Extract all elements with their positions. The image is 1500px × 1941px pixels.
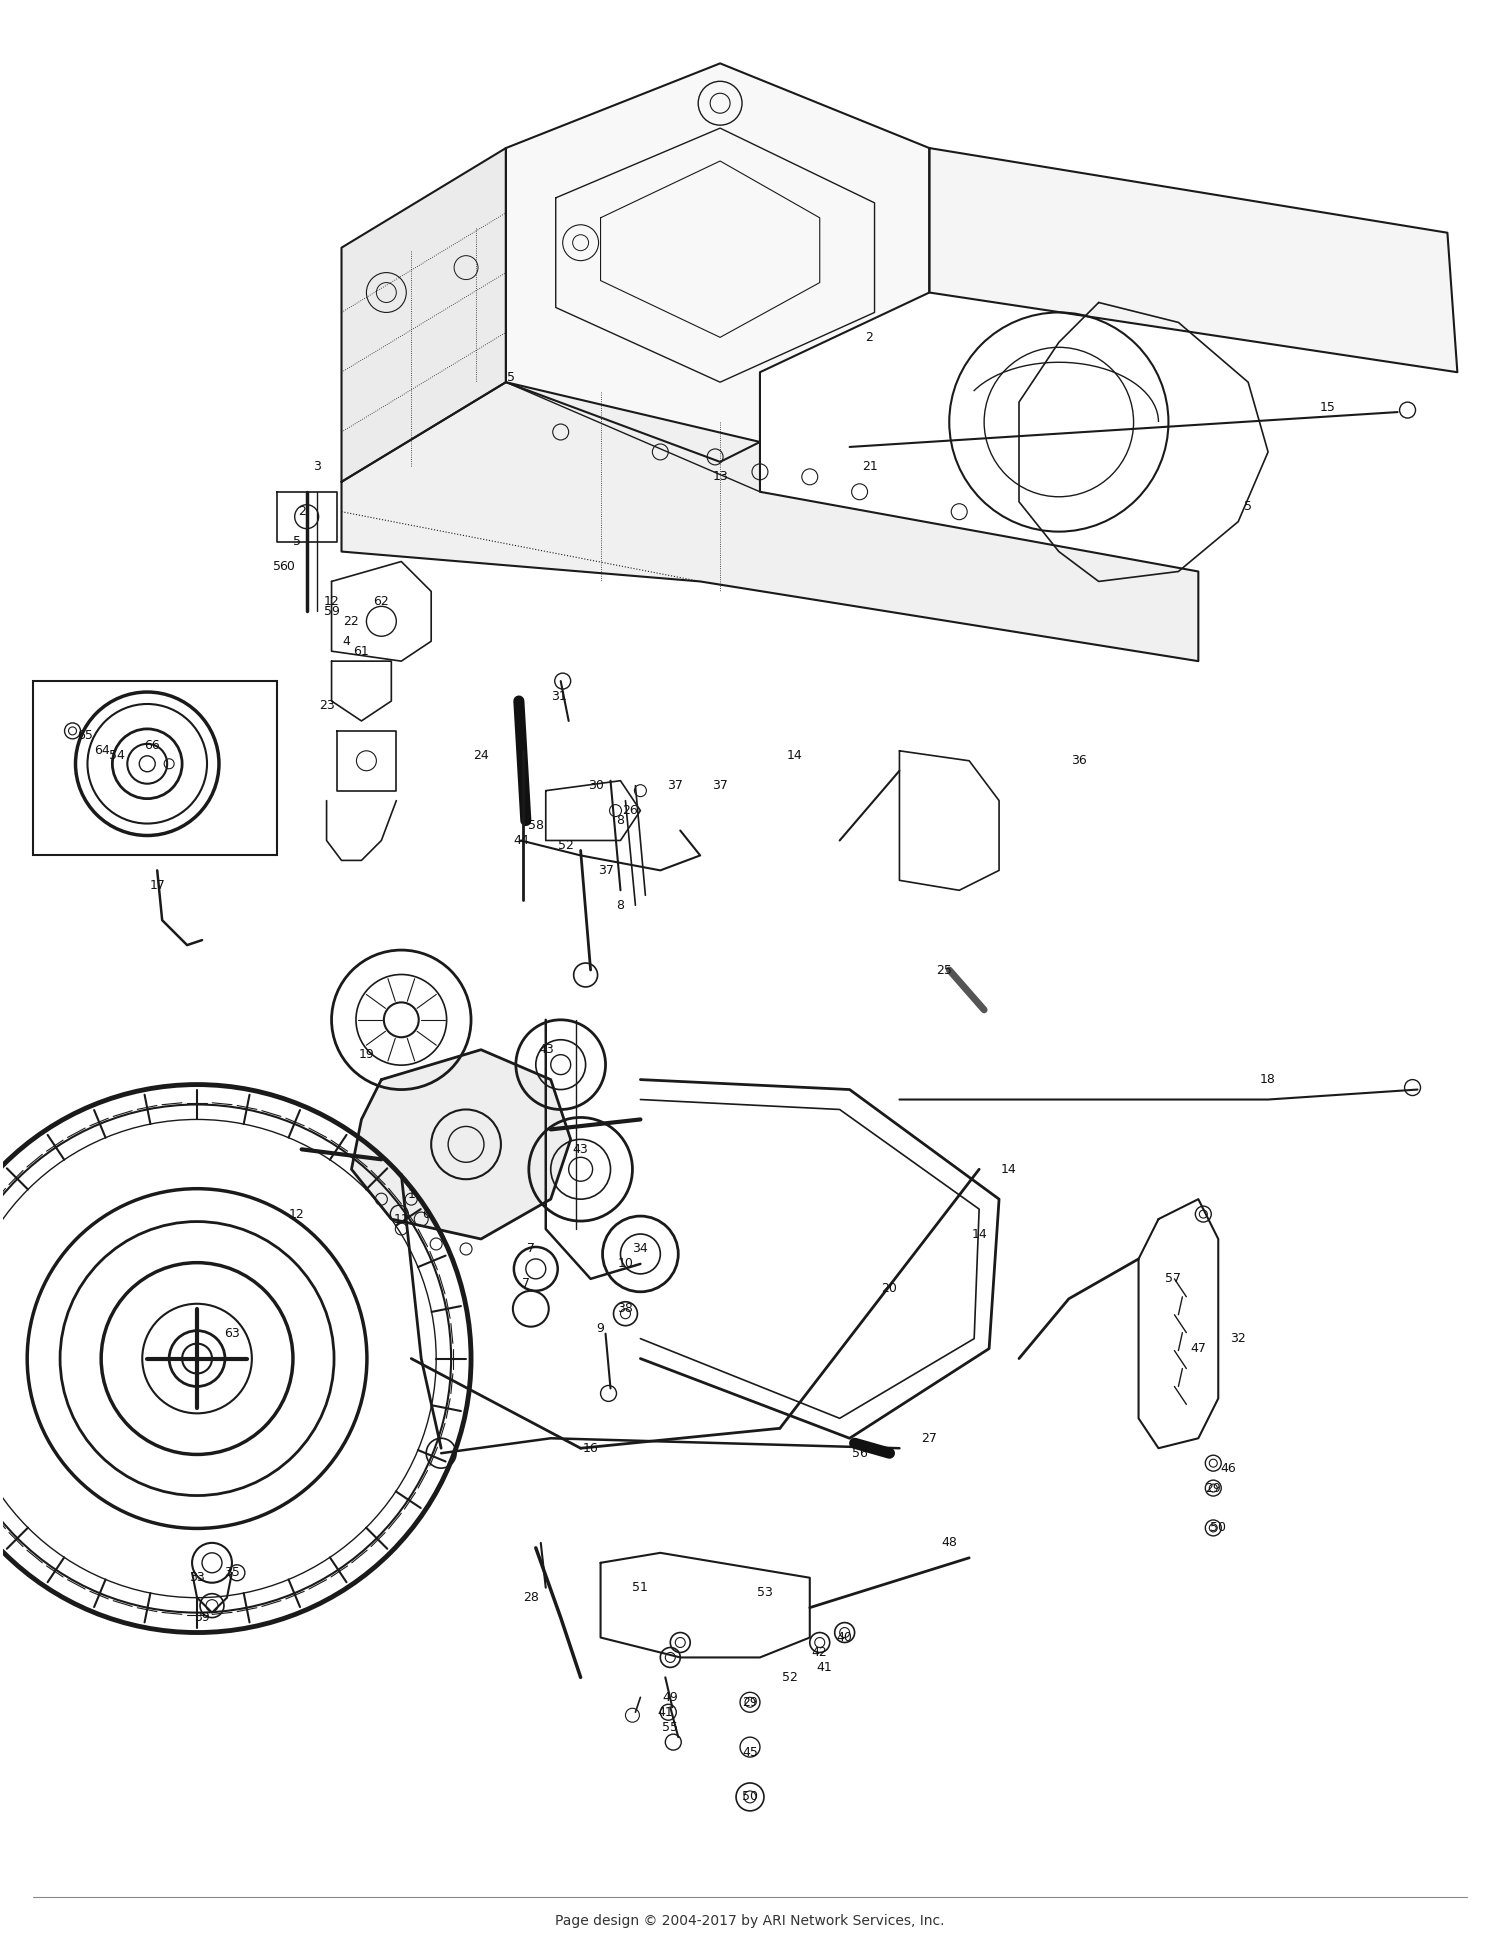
Text: 50: 50 xyxy=(1210,1522,1227,1535)
Text: 5: 5 xyxy=(292,536,300,547)
Text: 45: 45 xyxy=(742,1745,758,1759)
Text: 24: 24 xyxy=(472,749,489,763)
Text: 29: 29 xyxy=(742,1696,758,1708)
Text: 54: 54 xyxy=(110,749,126,763)
Text: 59: 59 xyxy=(324,606,339,617)
Text: 43: 43 xyxy=(573,1143,588,1155)
Text: 27: 27 xyxy=(921,1432,938,1444)
Text: 60: 60 xyxy=(279,561,294,573)
Text: 37: 37 xyxy=(712,778,728,792)
Text: 37: 37 xyxy=(668,778,682,792)
Text: 44: 44 xyxy=(513,835,528,846)
Polygon shape xyxy=(342,382,1198,662)
Text: 7: 7 xyxy=(522,1277,530,1291)
Text: 15: 15 xyxy=(1320,400,1336,413)
Text: 17: 17 xyxy=(150,879,165,891)
Text: 10: 10 xyxy=(618,1258,633,1271)
Text: 21: 21 xyxy=(861,460,877,474)
Text: 51: 51 xyxy=(633,1582,648,1594)
Text: 16: 16 xyxy=(582,1442,598,1454)
Text: 23: 23 xyxy=(318,699,334,712)
Polygon shape xyxy=(930,148,1458,373)
Text: 8: 8 xyxy=(616,899,624,912)
Text: 58: 58 xyxy=(528,819,544,833)
Text: 22: 22 xyxy=(344,615,360,627)
Text: 62: 62 xyxy=(374,594,388,608)
Text: 56: 56 xyxy=(852,1446,867,1460)
Text: 14: 14 xyxy=(1000,1163,1017,1176)
Text: 13: 13 xyxy=(712,470,728,483)
Text: 33: 33 xyxy=(189,1572,206,1584)
Text: 48: 48 xyxy=(942,1537,957,1549)
Text: 2: 2 xyxy=(865,330,873,344)
Polygon shape xyxy=(342,148,506,481)
Text: 40: 40 xyxy=(837,1630,852,1644)
Text: 41: 41 xyxy=(657,1706,674,1718)
Text: 9: 9 xyxy=(597,1322,604,1335)
Text: 43: 43 xyxy=(538,1042,554,1056)
Circle shape xyxy=(170,1332,225,1386)
Text: 4: 4 xyxy=(342,635,351,648)
Text: 65: 65 xyxy=(78,730,93,741)
Text: 34: 34 xyxy=(633,1242,648,1256)
Text: 3: 3 xyxy=(312,460,321,474)
Text: 12: 12 xyxy=(324,594,339,608)
Text: 64: 64 xyxy=(94,743,111,757)
Text: 19: 19 xyxy=(358,1048,375,1062)
Text: 61: 61 xyxy=(354,644,369,658)
Text: 39: 39 xyxy=(194,1611,210,1625)
Polygon shape xyxy=(506,64,930,462)
Text: 5: 5 xyxy=(273,561,280,573)
Text: 7: 7 xyxy=(526,1242,536,1256)
Text: 5: 5 xyxy=(507,371,515,384)
Text: 30: 30 xyxy=(588,778,603,792)
Text: 1: 1 xyxy=(408,1188,416,1201)
Text: 2: 2 xyxy=(297,505,306,518)
Text: 46: 46 xyxy=(1221,1462,1236,1475)
Text: Page design © 2004-2017 by ARI Network Services, Inc.: Page design © 2004-2017 by ARI Network S… xyxy=(555,1914,945,1929)
Text: 5: 5 xyxy=(1244,501,1252,512)
Text: 11: 11 xyxy=(393,1213,410,1225)
Text: 29: 29 xyxy=(1206,1481,1221,1495)
Text: 66: 66 xyxy=(144,740,160,753)
Text: 53: 53 xyxy=(758,1586,772,1599)
Text: 14: 14 xyxy=(788,749,802,763)
Bar xyxy=(33,681,278,856)
Text: 14: 14 xyxy=(972,1227,987,1240)
Text: 31: 31 xyxy=(550,689,567,703)
Text: 49: 49 xyxy=(663,1691,678,1704)
Text: 25: 25 xyxy=(936,963,952,976)
Text: 26: 26 xyxy=(622,804,639,817)
Text: 41: 41 xyxy=(818,1661,833,1673)
Text: 38: 38 xyxy=(618,1302,633,1316)
Text: 36: 36 xyxy=(1071,755,1086,767)
Text: 35: 35 xyxy=(224,1566,240,1580)
Text: 12: 12 xyxy=(290,1207,304,1221)
Text: 20: 20 xyxy=(882,1283,897,1295)
Text: 57: 57 xyxy=(1166,1273,1182,1285)
Text: 55: 55 xyxy=(663,1720,678,1733)
Circle shape xyxy=(384,1002,418,1036)
Text: 47: 47 xyxy=(1191,1341,1206,1355)
Text: 18: 18 xyxy=(1260,1073,1276,1087)
Text: 32: 32 xyxy=(1230,1332,1246,1345)
Text: 63: 63 xyxy=(224,1328,240,1339)
Text: 52: 52 xyxy=(558,839,573,852)
Text: 28: 28 xyxy=(524,1592,538,1603)
Text: 6: 6 xyxy=(423,1207,430,1221)
Text: 50: 50 xyxy=(742,1790,758,1803)
Polygon shape xyxy=(351,1050,570,1238)
Text: 42: 42 xyxy=(812,1646,828,1660)
Text: 37: 37 xyxy=(597,864,613,877)
Text: 8: 8 xyxy=(616,813,624,827)
Text: 52: 52 xyxy=(782,1671,798,1685)
